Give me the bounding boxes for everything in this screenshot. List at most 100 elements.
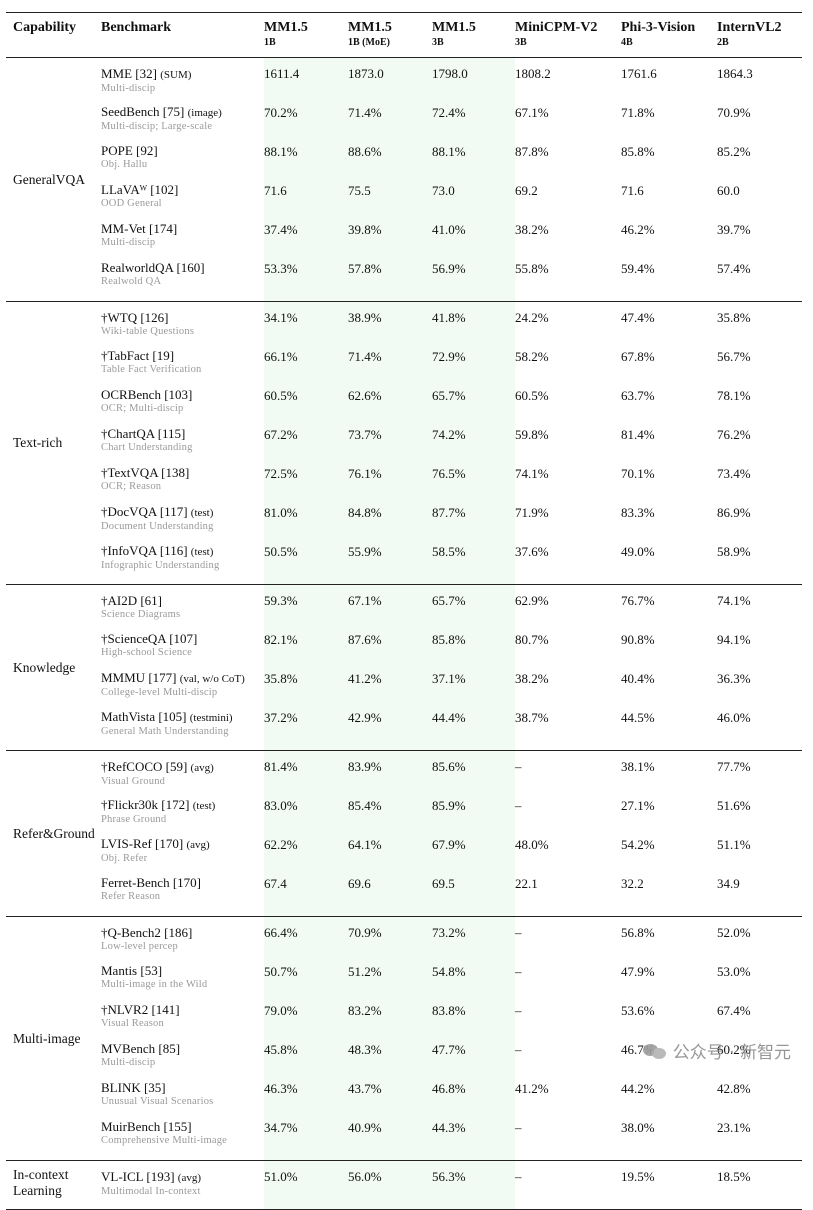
score-cell: 53.0% <box>717 964 751 979</box>
wechat-icon <box>642 1042 667 1060</box>
benchmark-description: Visual Ground <box>101 776 166 787</box>
score-cell: 80.7% <box>515 632 549 647</box>
score-cell: 83.8% <box>432 999 515 1038</box>
score-cell: 37.2% <box>264 706 348 751</box>
score-cell: 81.4% <box>264 750 348 794</box>
score-cell: 46.0% <box>717 710 751 725</box>
benchmark-description: Science Diagrams <box>101 609 181 620</box>
score-cell: 35.8% <box>264 667 348 706</box>
benchmark-note: (test) <box>190 546 214 558</box>
score-cell: 71.4% <box>348 101 432 140</box>
score-cell: 71.8% <box>621 105 655 120</box>
score-cell: 41.8% <box>432 301 515 345</box>
score-cell: 27.1% <box>621 798 655 813</box>
benchmark-note: (test) <box>190 507 214 519</box>
score-cell: 38.2% <box>515 671 549 686</box>
benchmark-description: Obj. Refer <box>101 853 148 864</box>
benchmark-description: Unusual Visual Scenarios <box>101 1096 214 1107</box>
score-cell: 67.4 <box>264 872 348 917</box>
score-cell: 49.0% <box>621 544 655 559</box>
benchmark-description: Comprehensive Multi-image <box>101 1135 228 1146</box>
score-cell: 19.5% <box>621 1160 717 1210</box>
score-cell: 37.4% <box>264 218 348 257</box>
benchmark-cell: MathVista [105] (testmini) General Math U… <box>101 706 264 751</box>
benchmark-description: Multi-discip; Large-scale <box>101 121 213 132</box>
benchmark-cell: †ScienceQA [107] High-school Science <box>101 628 264 667</box>
score-cell: 1873.0 <box>348 57 432 101</box>
benchmark-cell: Mantis [53] Multi-image in the Wild <box>101 960 264 999</box>
score-cell: 81.0% <box>264 501 348 540</box>
benchmark-name: MathVista [105] <box>101 709 187 724</box>
benchmark-cell: †RefCOCO [59] (avg) Visual Ground <box>101 750 264 794</box>
table-row: Mantis [53] Multi-image in the Wild 50.7% 5… <box>6 960 802 999</box>
score-cell: 60.5% <box>264 384 348 423</box>
score-cell: 52.0% <box>717 916 802 960</box>
score-cell: 87.8% <box>515 144 549 159</box>
score-cell: 58.2% <box>515 349 549 364</box>
score-cell: 71.6 <box>621 183 644 198</box>
table-row: †Flickr30k [172] (test) Phrase Ground 83.0… <box>6 794 802 833</box>
benchmark-name: OCRBench [103] <box>101 387 193 402</box>
score-cell: 69.5 <box>432 872 515 917</box>
score-cell: 43.7% <box>348 1077 432 1116</box>
score-cell: 34.1% <box>264 301 348 345</box>
score-cell: 74.1% <box>515 466 549 481</box>
score-cell: 56.7% <box>717 349 751 364</box>
score-cell: 51.2% <box>348 960 432 999</box>
score-cell: 85.6% <box>432 750 515 794</box>
benchmark-cell: MME [32] (SUM) Multi-discip <box>101 57 264 101</box>
score-cell: 60.0 <box>717 183 740 198</box>
model-size: 4B <box>621 37 633 48</box>
score-cell: 44.3% <box>432 1116 515 1161</box>
benchmark-cell: †TextVQA [138] OCR; Reason <box>101 462 264 501</box>
score-cell: 85.2% <box>717 144 751 159</box>
benchmark-cell: LLaVAᵂ [102] OOD General <box>101 179 264 218</box>
benchmark-description: High-school Science <box>101 647 192 658</box>
benchmark-name: †ChartQA [115] <box>101 426 186 441</box>
score-cell: 38.9% <box>348 301 432 345</box>
benchmark-cell: POPE [92] Obj. Hallu <box>101 140 264 179</box>
table-row: MVBench [85] Multi-discip 45.8% 48.3% 47.7% –… <box>6 1038 802 1077</box>
score-cell: 76.5% <box>432 462 515 501</box>
table-row: MathVista [105] (testmini) General Math U… <box>6 706 802 751</box>
table-row: †ScienceQA [107] High-school Science 82.1%… <box>6 628 802 667</box>
table-row: †TabFact [19] Table Fact Verification 66.1… <box>6 345 802 384</box>
benchmark-cell: †DocVQA [117] (test) Document Understandi… <box>101 501 264 540</box>
benchmark-note: (avg) <box>177 1172 201 1184</box>
score-cell: 94.1% <box>717 632 751 647</box>
benchmark-cell: †TabFact [19] Table Fact Verification <box>101 345 264 384</box>
score-cell: 1864.3 <box>717 57 802 101</box>
score-cell: 53.3% <box>264 257 348 302</box>
score-cell: 69.2 <box>515 183 538 198</box>
benchmark-description: General Math Understanding <box>101 726 229 737</box>
benchmark-name: †TabFact [19] <box>101 348 175 363</box>
watermark: 公众号 · 新智元 <box>642 1038 791 1063</box>
score-cell: 44.2% <box>621 1081 655 1096</box>
score-cell: 51.0% <box>264 1160 348 1210</box>
model-name: InternVL2 <box>717 20 782 35</box>
score-cell: 87.7% <box>432 501 515 540</box>
table-row: POPE [92] Obj. Hallu 88.1% 88.6% 88.1% 87.8% 8… <box>6 140 802 179</box>
benchmark-cell: MMMU [177] (val, w/o CoT) College-level M… <box>101 667 264 706</box>
benchmark-name: LVIS-Ref [170] <box>101 836 184 851</box>
header-model: InternVL2 2B <box>717 13 802 58</box>
table-body: GeneralVQA MME [32] (SUM) Multi-discip 1611… <box>6 57 802 1210</box>
score-cell: 1611.4 <box>264 57 348 101</box>
score-cell: 41.2% <box>515 1081 549 1096</box>
benchmark-name: MMMU [177] <box>101 670 177 685</box>
table-row: Ferret-Bench [170] Refer Reason 67.4 69.6 69… <box>6 872 802 917</box>
table-row: RealworldQA [160] Realwold QA 53.3% 57.8% 56… <box>6 257 802 302</box>
score-cell: – <box>515 750 621 794</box>
benchmark-name: †Q-Bench2 [186] <box>101 925 193 940</box>
table-row: †DocVQA [117] (test) Document Understandi… <box>6 501 802 540</box>
benchmark-description: Document Understanding <box>101 521 214 532</box>
score-cell: 85.4% <box>348 794 432 833</box>
header-model: MM1.5 1B <box>264 13 348 58</box>
capability-label: In-context Learning <box>6 1160 101 1210</box>
score-cell: 55.9% <box>348 540 432 585</box>
score-cell: 56.8% <box>621 916 717 960</box>
score-cell: 23.1% <box>717 1120 751 1135</box>
benchmark-description: OCR; Reason <box>101 481 162 492</box>
benchmark-name: MM-Vet [174] <box>101 221 178 236</box>
score-cell: 67.1% <box>348 584 432 628</box>
